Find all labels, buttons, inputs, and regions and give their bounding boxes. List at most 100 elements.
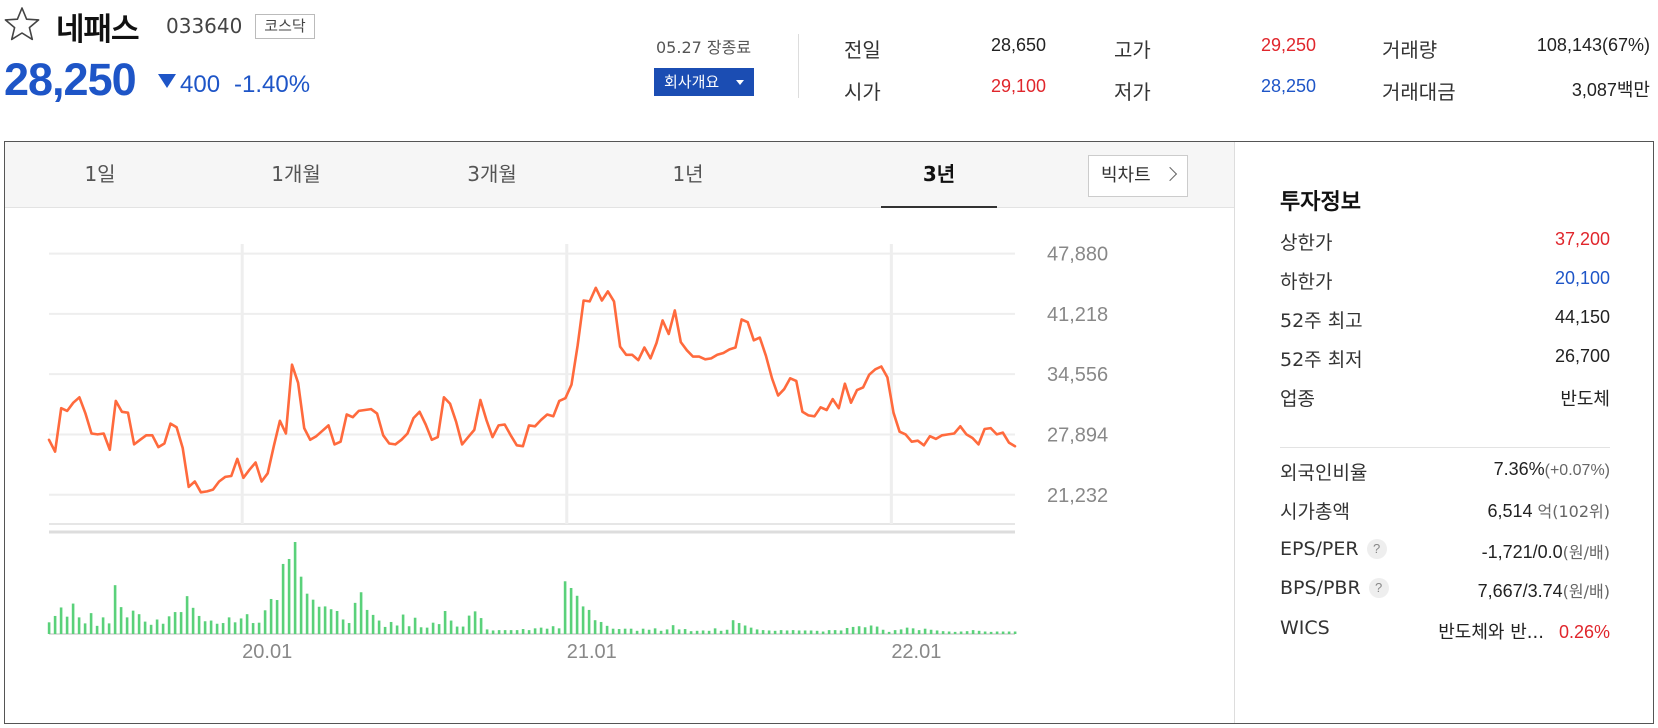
volume-bar xyxy=(263,610,267,634)
foreign-value: 7.36% xyxy=(1493,459,1545,479)
volume-bar xyxy=(221,623,225,634)
volume-bar xyxy=(149,624,153,634)
volume-value: 108,143(67%) xyxy=(1536,35,1650,55)
volume-bar xyxy=(155,619,159,634)
volume-bar xyxy=(251,623,255,634)
row-value: 6,514 억(102위) xyxy=(1487,498,1610,522)
volume-bar xyxy=(467,615,471,634)
volume-bar xyxy=(425,627,429,634)
volume-bar xyxy=(353,602,357,634)
tab-1year[interactable]: 1년 xyxy=(672,162,704,186)
y-tick-label: 21,232 xyxy=(1047,485,1108,507)
volume-bar xyxy=(599,621,603,634)
wics-row: WICS 반도체와 반... 0.26% xyxy=(1280,617,1610,645)
row-label: WICS xyxy=(1280,617,1330,639)
volume-bar xyxy=(245,614,249,634)
volume-bar xyxy=(893,630,897,634)
volume-bar xyxy=(557,628,561,634)
volume-bar xyxy=(845,627,849,634)
volume-bar xyxy=(293,542,297,634)
52w-high-row: 52주 최고 44,150 xyxy=(1280,306,1610,334)
volume-bar xyxy=(863,627,867,634)
volume-bar xyxy=(377,620,381,634)
volume-bar xyxy=(167,616,171,634)
volume-bar xyxy=(227,617,231,634)
volume-bar xyxy=(485,629,489,634)
volume-bar xyxy=(47,622,51,634)
volume-bar xyxy=(413,617,417,634)
volume-bar xyxy=(65,616,69,634)
wics-change: 0.26% xyxy=(1558,622,1610,642)
row-label: 하한가 xyxy=(1280,271,1333,293)
big-chart-button[interactable]: 빅차트 xyxy=(1088,155,1188,197)
volume-bar xyxy=(521,629,525,634)
period-tabs: 1일 1개월 3개월 1년 3년 빅차트 xyxy=(5,142,1234,208)
help-icon[interactable]: ? xyxy=(1368,578,1389,598)
volume-bar xyxy=(653,628,657,634)
row-value: 반도체와 반... 0.26% xyxy=(1438,618,1610,644)
help-icon[interactable]: ? xyxy=(1366,539,1387,559)
tab-3year[interactable]: 3년 xyxy=(881,142,997,208)
market-badge: 코스닥 xyxy=(255,14,315,39)
upper-limit-row: 상한가 37,200 xyxy=(1280,228,1610,256)
row-label: BPS/PBR? xyxy=(1280,577,1389,599)
volume-bar xyxy=(299,576,303,634)
volume-bar xyxy=(971,630,975,634)
y-tick-label: 34,556 xyxy=(1047,364,1108,386)
volume-bar xyxy=(797,630,801,634)
volume-bar xyxy=(641,628,645,634)
volume-bar xyxy=(677,629,681,634)
volume-bar xyxy=(593,620,597,634)
wics-link[interactable]: 반도체와 반... xyxy=(1438,622,1544,643)
bps-unit: (원/배) xyxy=(1562,582,1610,601)
volume-bar xyxy=(833,630,837,634)
sector-link[interactable]: 반도체 xyxy=(1560,389,1610,410)
caret-down-icon xyxy=(736,80,744,85)
volume-bar xyxy=(881,629,885,634)
y-tick-label: 47,880 xyxy=(1047,244,1108,266)
market-status: 05.27 장종료 xyxy=(656,38,752,57)
tab-3month[interactable]: 3개월 xyxy=(467,162,517,186)
volume-bar xyxy=(89,613,93,634)
volume-bar xyxy=(953,631,957,634)
volume-bar xyxy=(1001,631,1005,634)
volume-bar xyxy=(935,630,939,634)
volume-bar xyxy=(983,631,987,634)
volume-bar xyxy=(311,599,315,634)
volume-bar xyxy=(491,630,495,634)
volume-bar xyxy=(965,631,969,634)
volume-bar xyxy=(737,623,741,634)
volume-bar xyxy=(59,607,63,634)
tab-1month[interactable]: 1개월 xyxy=(271,162,321,186)
volume-bar xyxy=(683,629,687,634)
lower-limit-row: 하한가 20,100 xyxy=(1280,267,1610,295)
volume-bar xyxy=(137,614,141,634)
volume-bar xyxy=(857,626,861,634)
favorite-star-icon[interactable] xyxy=(4,6,40,42)
tab-1day[interactable]: 1일 xyxy=(84,162,116,186)
volume-bar xyxy=(767,630,771,634)
volume-bar xyxy=(275,600,279,634)
volume-bar xyxy=(899,629,903,634)
volume-bar xyxy=(191,607,195,634)
mcap-unit: 억(102위) xyxy=(1537,502,1610,521)
volume-bar xyxy=(497,630,501,634)
volume-bar xyxy=(761,630,765,634)
volume-bar xyxy=(341,619,345,634)
volume-bar xyxy=(323,606,327,634)
volume-bar xyxy=(839,630,843,634)
prev-close-label: 전일 xyxy=(844,38,881,62)
volume-bar xyxy=(875,626,879,634)
company-overview-button[interactable]: 회사개요 xyxy=(654,68,754,96)
volume-bar xyxy=(185,596,189,634)
row-value: 44,150 xyxy=(1554,307,1610,327)
price-chart[interactable]: 47,880 41,218 34,556 27,894 21,232 20.01 21.0… xyxy=(5,208,1233,722)
big-chart-label: 빅차트 xyxy=(1101,165,1151,186)
volume-bar xyxy=(611,628,615,634)
company-overview-label: 회사개요 xyxy=(664,73,720,91)
volume-bar xyxy=(869,625,873,634)
stock-name: 네패스 xyxy=(56,12,140,48)
volume-bar xyxy=(587,609,591,634)
volume-bar xyxy=(575,595,579,634)
y-tick-label: 27,894 xyxy=(1047,424,1108,446)
